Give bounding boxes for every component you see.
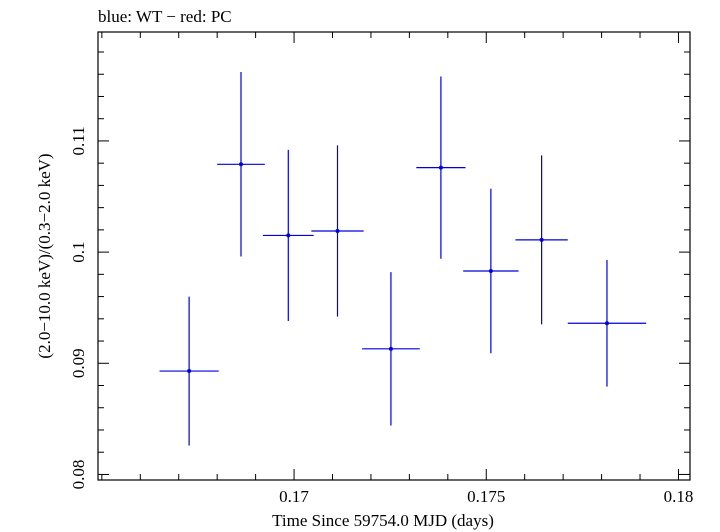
y-tick-label: 0.1: [69, 241, 88, 262]
x-tick-label: 0.175: [467, 487, 505, 506]
y-axis-title: (2.0−10.0 keV)/(0.3−2.0 keV): [35, 153, 54, 358]
data-point: [416, 76, 466, 259]
plot-frame: [97, 31, 691, 481]
point-marker: [388, 346, 393, 351]
data-point: [159, 296, 219, 446]
y-tick-label: 0.08: [69, 460, 88, 490]
point-marker: [335, 228, 340, 233]
point-marker: [488, 269, 493, 274]
y-tick-label: 0.09: [69, 348, 88, 378]
point-marker: [239, 162, 244, 167]
data-point: [362, 272, 420, 426]
data-point: [463, 188, 519, 354]
chart-title: blue: WT − red: PC: [98, 7, 232, 26]
data-point: [217, 72, 265, 257]
x-tick-label: 0.18: [664, 487, 694, 506]
x-axis-title: Time Since 59754.0 MJD (days): [272, 511, 494, 530]
data-point: [311, 145, 364, 317]
point-marker: [539, 237, 544, 242]
axis-tick-labels: 0.17 0.175 0.18 0.08 0.09 0.1 0.11: [69, 126, 693, 506]
point-marker: [286, 233, 291, 238]
axis-ticks: [98, 32, 690, 480]
point-marker: [604, 321, 609, 326]
data-marks: [159, 72, 647, 446]
data-point: [515, 155, 568, 325]
point-marker: [438, 165, 443, 170]
x-tick-label: 0.17: [279, 487, 309, 506]
y-tick-label: 0.11: [69, 126, 88, 155]
data-point: [567, 259, 647, 387]
point-marker: [187, 369, 192, 374]
data-point: [262, 149, 314, 322]
